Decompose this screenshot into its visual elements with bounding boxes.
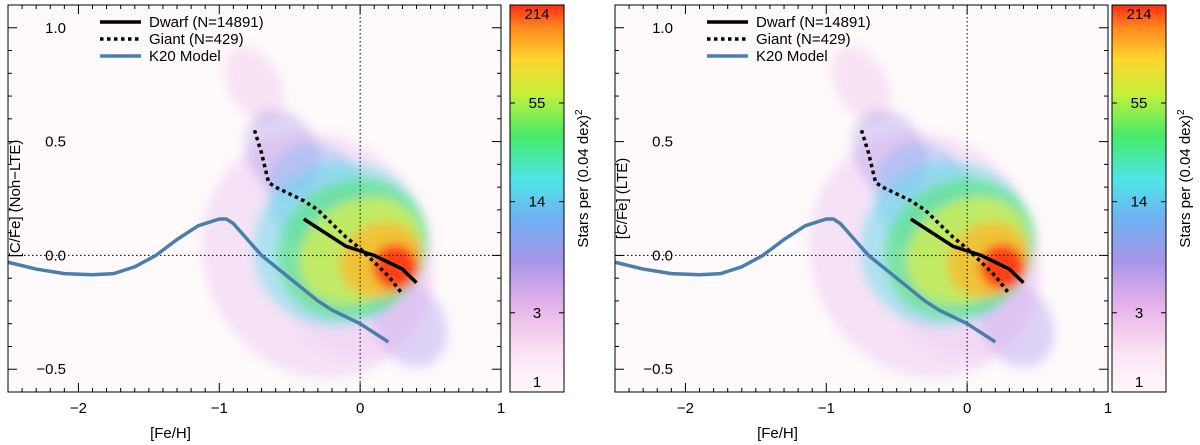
x-tick-label: 0 [963, 400, 971, 417]
colorbar-tick-label: 55 [1131, 95, 1148, 112]
density-map [809, 46, 1055, 378]
legend-label: Dwarf (N=14891) [756, 14, 871, 31]
plot-frame [7, 4, 502, 393]
colorbar: 1 3 14 55 214 Stars per (0.04 dex)2 [1111, 4, 1194, 393]
colorbar-tick-label: 214 [1126, 6, 1151, 23]
colorbar-tick-label: 14 [1131, 194, 1148, 211]
y-tick-label: −0.5 [36, 361, 66, 378]
density-blob [224, 46, 285, 123]
colorbar-label-exponent: 2 [1176, 109, 1187, 115]
colorbar-tick-label: 1 [1135, 374, 1143, 391]
x-tick-label: −1 [818, 400, 835, 417]
colorbar-tick-label: 14 [529, 194, 546, 211]
y-tick-label: 1.0 [45, 20, 66, 37]
y-axis-label: [C/Fe] (LTE) [614, 158, 631, 239]
y-tick-label: 0.0 [45, 247, 66, 264]
legend-label: K20 Model [149, 48, 221, 65]
colorbar: 1 3 14 55 214 Stars per (0.04 dex)2 [509, 4, 592, 393]
plot-frame [614, 4, 1109, 393]
legend: Dwarf (N=14891)Giant (N=429)K20 Model [707, 14, 871, 65]
density-map [202, 46, 448, 378]
x-tick-label: 1 [497, 400, 505, 417]
colorbar-label: Stars per (0.04 dex)2 [574, 109, 592, 248]
colorbar-label-main: Stars per (0.04 dex) [575, 115, 592, 248]
density-blob [831, 46, 892, 123]
panel-2: −2 −1 0 1 −0.5 0.0 0.5 1.0 [Fe/H] [C/Fe] (LTE) Dwa… [614, 4, 1194, 442]
legend-label: Giant (N=429) [149, 31, 244, 48]
x-tick-label: −2 [70, 400, 87, 417]
y-tick-label: 1.0 [652, 20, 673, 37]
y-tick-label: 0.5 [45, 134, 66, 151]
colorbar-label-exponent: 2 [574, 109, 585, 115]
x-tick-label: 0 [356, 400, 364, 417]
legend-label: Giant (N=429) [756, 31, 851, 48]
panel-1: −2 −1 0 1 −0.5 0.0 0.5 1.0 [Fe/H] [C/Fe] (Non−LTE… [7, 4, 592, 442]
colorbar-label: Stars per (0.04 dex)2 [1176, 109, 1194, 248]
x-tick-label: −2 [677, 400, 694, 417]
k20-model-line [614, 217, 997, 344]
y-tick-label: −0.5 [643, 361, 673, 378]
legend-label: Dwarf (N=14891) [149, 14, 264, 31]
colorbar-tick-label: 1 [533, 374, 541, 391]
k20-model-line [7, 217, 390, 344]
y-tick-label: 0.0 [652, 247, 673, 264]
colorbar-gradient [509, 4, 565, 393]
colorbar-tick-label: 3 [1135, 305, 1143, 322]
colorbar-label-main: Stars per (0.04 dex) [1177, 115, 1194, 248]
x-tick-label: 1 [1104, 400, 1112, 417]
x-axis-label: [Fe/H] [757, 425, 798, 442]
legend-label: K20 Model [756, 48, 828, 65]
y-axis-label: [C/Fe] (Non−LTE) [7, 140, 24, 258]
colorbar-gradient [1111, 4, 1167, 393]
colorbar-tick-label: 214 [524, 6, 549, 23]
y-tick-label: 0.5 [652, 134, 673, 151]
legend: Dwarf (N=14891)Giant (N=429)K20 Model [100, 14, 264, 65]
colorbar-tick-label: 55 [529, 95, 546, 112]
x-tick-label: −1 [211, 400, 228, 417]
x-axis-label: [Fe/H] [150, 425, 191, 442]
colorbar-tick-label: 3 [533, 305, 541, 322]
